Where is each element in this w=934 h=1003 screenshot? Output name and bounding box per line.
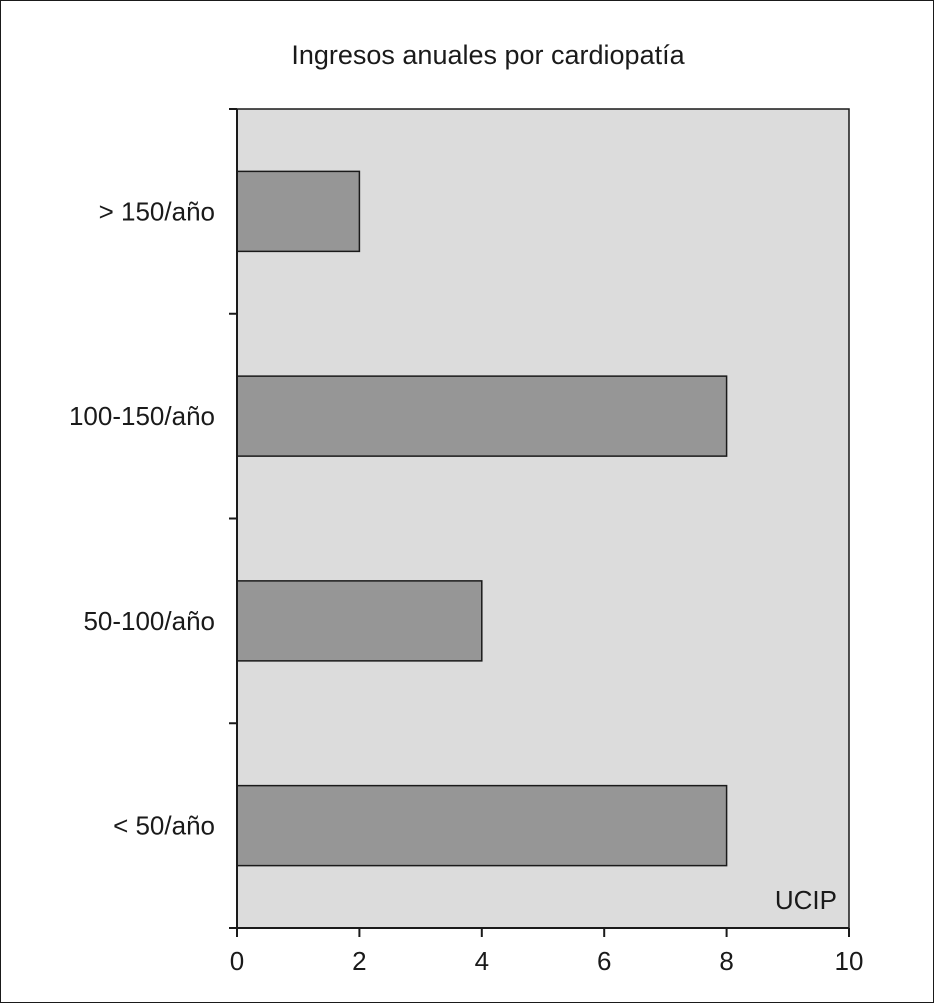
axes-layer: > 150/año 100-150/año 50-100/año < 50/año 0 2…: [69, 108, 864, 976]
x-tick-label: 6: [597, 946, 611, 976]
chart-title: Ingresos anuales por cardiopatía: [291, 40, 685, 70]
bars-layer: [236, 170, 728, 867]
bar-3: [236, 784, 728, 867]
x-tick-label: 10: [835, 946, 864, 976]
bar-0: [236, 170, 361, 253]
x-tick-label: 8: [719, 946, 733, 976]
annotation-ucip: UCIP: [775, 885, 837, 915]
x-tick-label: 0: [230, 946, 244, 976]
category-label: 50-100/año: [83, 606, 215, 636]
bar-1: [236, 375, 728, 457]
category-label: < 50/año: [113, 811, 215, 841]
bar-2: [236, 580, 483, 662]
category-label: > 150/año: [99, 196, 215, 226]
category-label: 100-150/año: [69, 401, 215, 431]
x-tick-label: 2: [352, 946, 366, 976]
x-tick-label: 4: [475, 946, 489, 976]
